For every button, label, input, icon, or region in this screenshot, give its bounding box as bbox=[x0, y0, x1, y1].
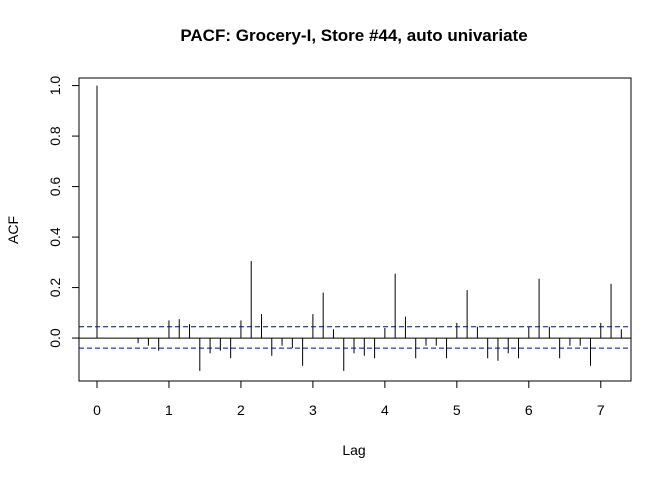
y-tick-label: 0.2 bbox=[47, 278, 63, 298]
y-axis: 0.0 0.2 0.4 0.6 0.8 1.0 bbox=[47, 76, 80, 348]
y-tick-label: 0.0 bbox=[47, 328, 63, 348]
plot-frame bbox=[78, 77, 632, 382]
y-tick-label: 0.4 bbox=[47, 227, 63, 247]
y-tick-label: 0.8 bbox=[47, 126, 63, 146]
x-tick-label: 6 bbox=[525, 402, 533, 418]
y-tick-label: 0.6 bbox=[47, 177, 63, 197]
x-tick-label: 1 bbox=[165, 402, 173, 418]
pacf-bars bbox=[96, 85, 622, 371]
x-axis-label: Lag bbox=[342, 442, 365, 458]
y-axis-label: ACF bbox=[5, 216, 21, 244]
x-tick-label: 5 bbox=[453, 402, 461, 418]
x-tick-label: 2 bbox=[237, 402, 245, 418]
x-tick-label: 4 bbox=[381, 402, 389, 418]
x-tick-label: 3 bbox=[309, 402, 317, 418]
y-tick-label: 1.0 bbox=[47, 76, 63, 96]
x-axis: 0 1 2 3 4 5 6 7 bbox=[93, 380, 605, 418]
x-tick-label: 7 bbox=[597, 402, 605, 418]
chart-title: PACF: Grocery-I, Store #44, auto univari… bbox=[180, 26, 527, 45]
x-tick-label: 0 bbox=[93, 402, 101, 418]
